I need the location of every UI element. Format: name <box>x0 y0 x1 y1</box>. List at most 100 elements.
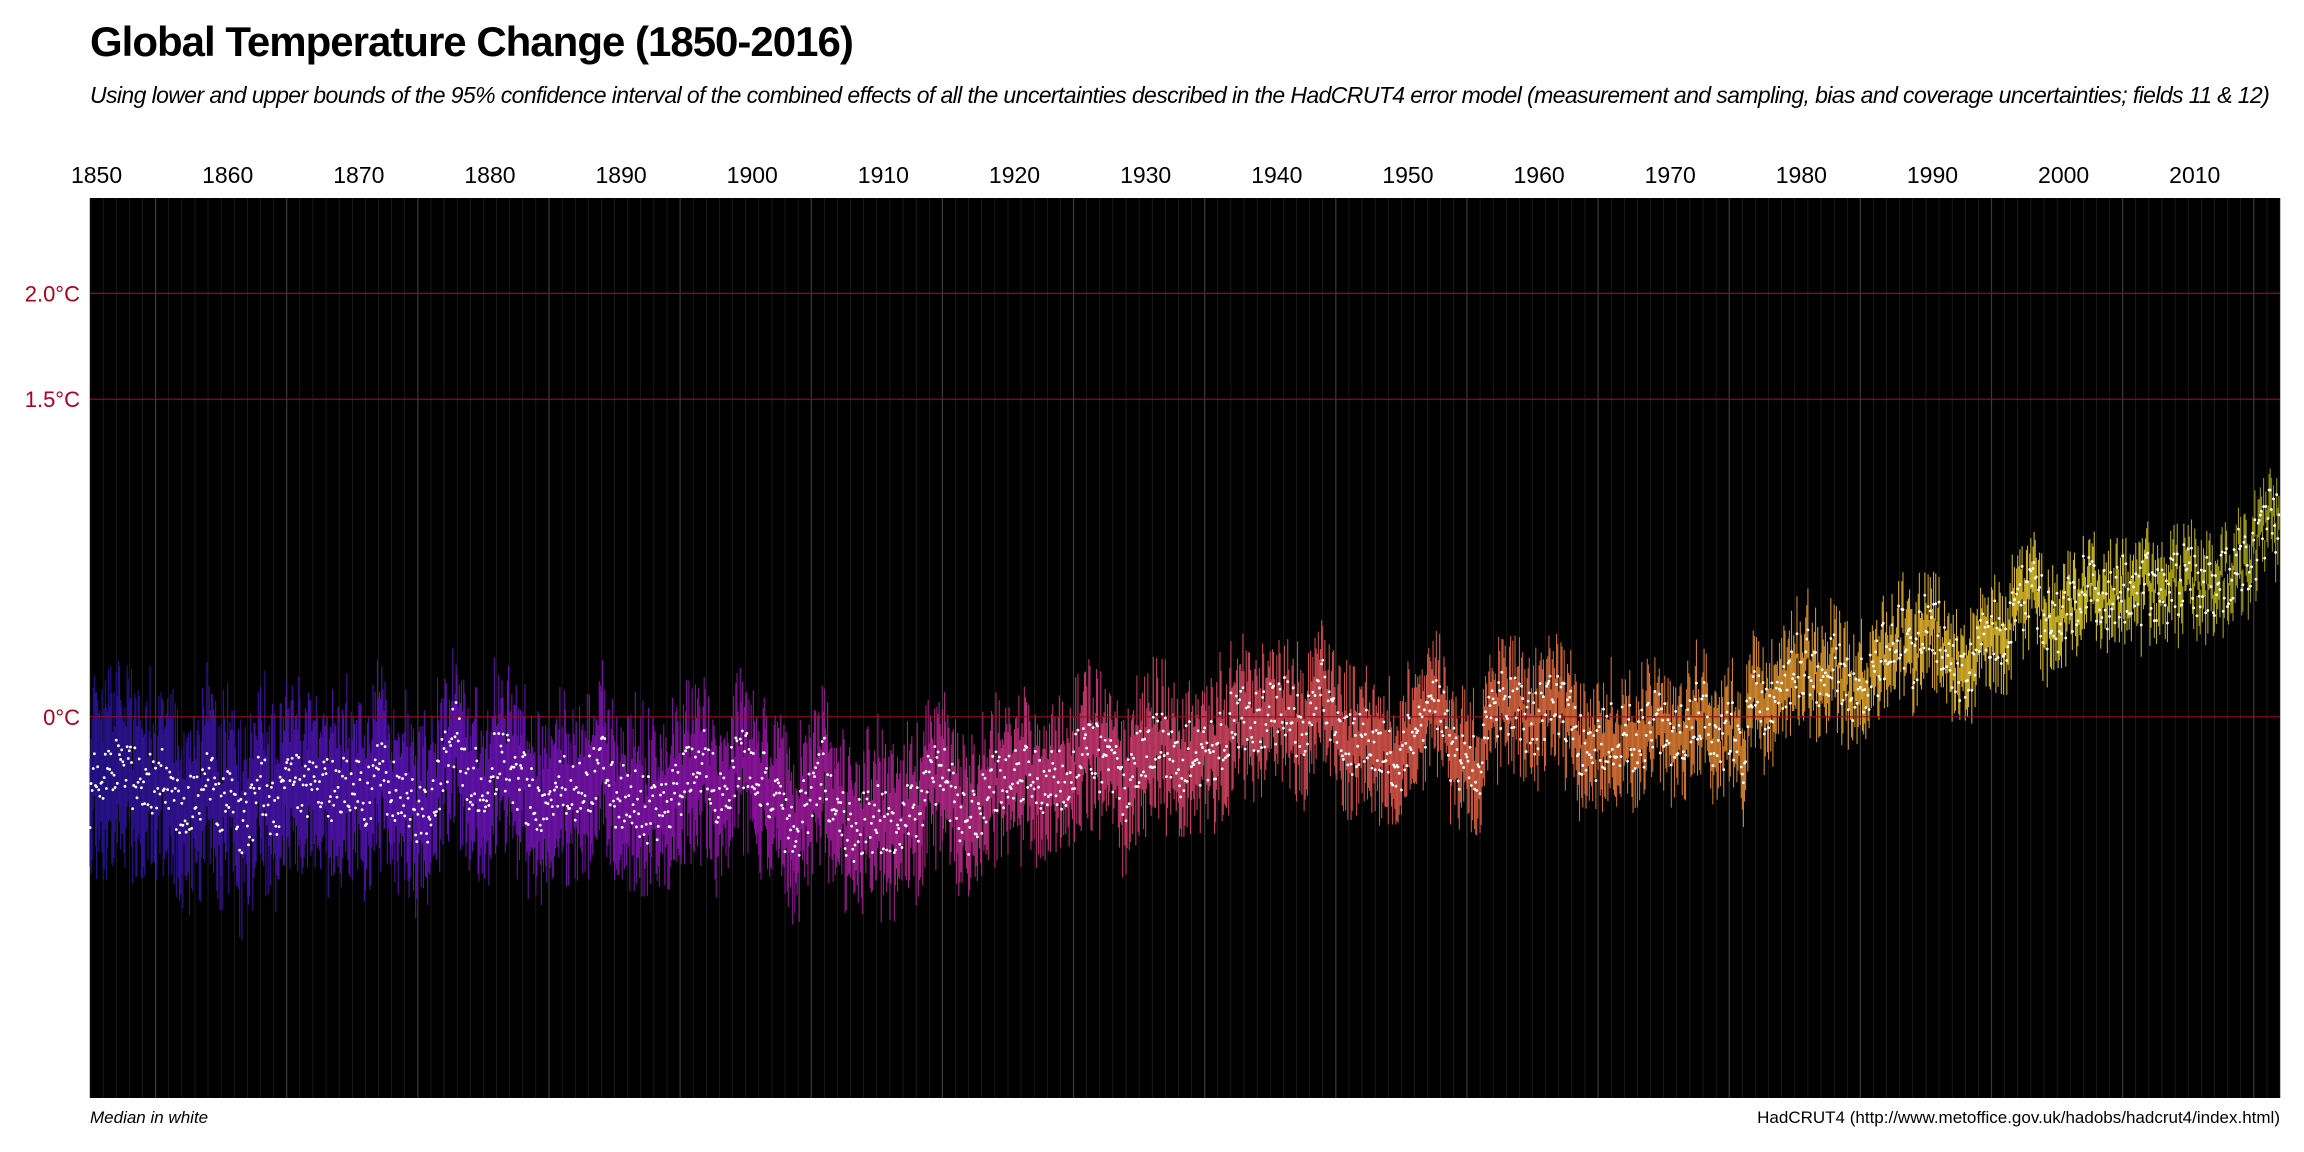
median-point <box>377 767 380 771</box>
median-point <box>96 765 100 769</box>
median-point <box>1973 673 1977 677</box>
median-point <box>433 813 437 817</box>
median-point <box>1003 775 1007 779</box>
median-point <box>418 785 422 789</box>
median-point <box>879 851 883 855</box>
median-point <box>1872 664 1875 668</box>
median-point <box>742 786 745 790</box>
median-point <box>1053 767 1057 771</box>
median-point <box>1536 747 1540 751</box>
median-point <box>1608 755 1612 758</box>
median-point <box>628 815 632 818</box>
median-point <box>491 775 495 779</box>
median-point <box>2095 619 2098 623</box>
median-point <box>1464 752 1468 756</box>
median-point <box>143 802 147 806</box>
median-point <box>1424 745 1427 749</box>
median-point <box>417 799 421 803</box>
median-point <box>1877 675 1881 678</box>
median-point <box>127 749 131 753</box>
median-point <box>1754 703 1757 707</box>
median-point <box>1681 750 1685 754</box>
median-point <box>2255 558 2259 562</box>
median-point <box>92 752 96 756</box>
median-point <box>1399 788 1403 792</box>
median-point <box>1071 787 1074 791</box>
median-point <box>2156 568 2160 571</box>
median-point <box>675 782 679 785</box>
median-point <box>471 803 474 807</box>
median-point <box>117 744 120 748</box>
median-point <box>442 747 446 750</box>
median-point <box>2172 552 2176 556</box>
median-point <box>2240 588 2244 592</box>
median-point <box>648 799 651 803</box>
median-point <box>1591 761 1595 765</box>
median-point <box>2119 590 2122 594</box>
median-point <box>1660 707 1663 711</box>
median-point <box>2162 573 2166 576</box>
median-point <box>1409 748 1413 752</box>
median-point <box>1101 755 1105 759</box>
x-tick-label: 1920 <box>989 162 1040 188</box>
median-point <box>2030 584 2034 588</box>
median-point <box>414 833 418 837</box>
median-point <box>595 758 599 762</box>
median-point <box>557 775 561 779</box>
median-point <box>1030 795 1034 798</box>
median-point <box>285 761 289 764</box>
median-point <box>386 780 390 784</box>
median-point <box>1618 764 1622 768</box>
median-point <box>1799 660 1803 664</box>
median-point <box>1944 649 1947 653</box>
median-point <box>484 805 487 809</box>
median-point <box>1393 765 1397 769</box>
median-point <box>1041 811 1045 815</box>
median-point <box>851 847 855 851</box>
median-point <box>1137 781 1141 784</box>
median-point <box>806 831 810 835</box>
median-point <box>1347 752 1351 756</box>
median-point <box>1218 711 1222 715</box>
median-point <box>869 821 873 825</box>
median-point <box>301 783 305 787</box>
median-point <box>2117 615 2121 619</box>
median-point <box>367 765 371 769</box>
median-point <box>403 814 407 818</box>
median-point <box>1875 639 1879 643</box>
median-point <box>1603 767 1607 771</box>
median-point <box>262 804 266 808</box>
median-point <box>1887 661 1891 665</box>
median-point <box>731 759 734 763</box>
median-point <box>1658 751 1662 755</box>
median-point <box>1961 654 1965 658</box>
median-point <box>400 811 403 815</box>
median-point <box>878 819 882 823</box>
median-point <box>578 761 581 765</box>
median-point <box>1147 729 1151 733</box>
median-point <box>822 736 826 740</box>
median-point <box>1374 728 1378 732</box>
median-point <box>1657 692 1661 696</box>
median-point <box>1708 722 1711 726</box>
x-tick-label: 1930 <box>1120 162 1171 188</box>
median-point <box>454 701 458 704</box>
median-point <box>2277 513 2281 517</box>
median-point <box>265 784 269 788</box>
median-point <box>1285 721 1289 725</box>
median-point <box>566 804 569 808</box>
median-point <box>208 797 212 801</box>
median-point <box>2149 606 2153 610</box>
median-point <box>2188 588 2192 591</box>
median-point <box>1108 745 1111 749</box>
median-point <box>1010 782 1014 786</box>
median-point <box>1844 693 1848 697</box>
median-point <box>2238 547 2241 551</box>
median-point <box>1627 717 1631 721</box>
median-point <box>983 776 987 780</box>
median-point <box>2090 560 2094 563</box>
median-point <box>1069 781 1073 784</box>
median-point <box>2088 562 2092 566</box>
median-point <box>435 810 438 814</box>
median-point <box>1445 709 1449 713</box>
